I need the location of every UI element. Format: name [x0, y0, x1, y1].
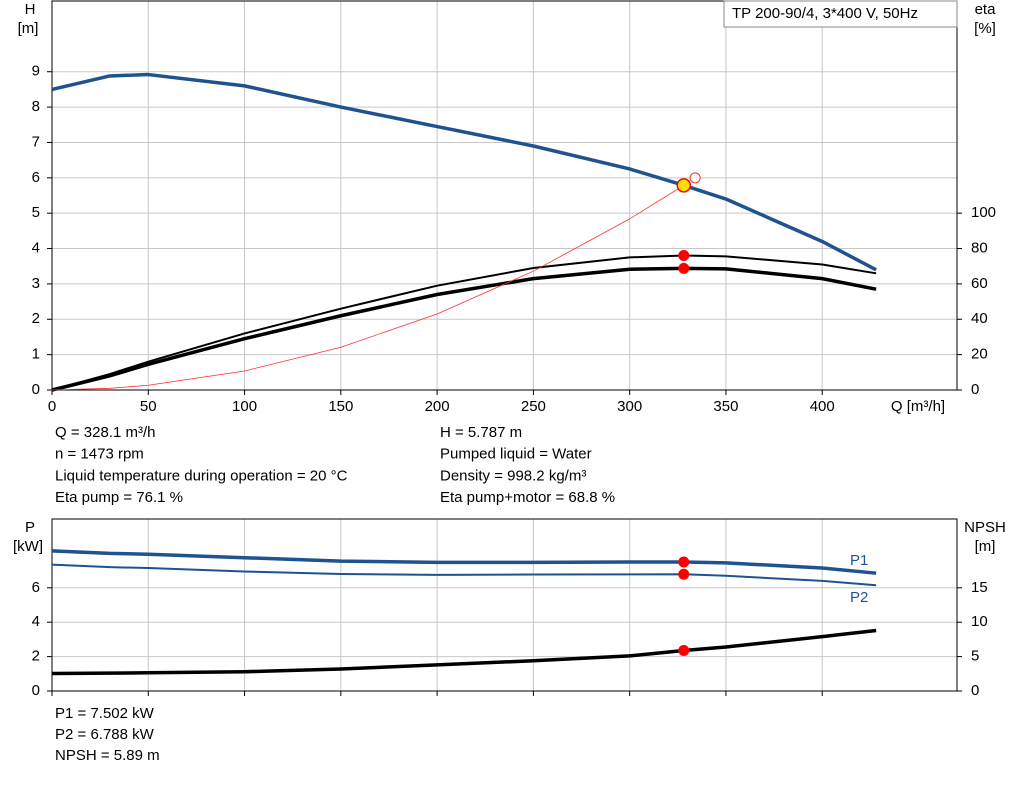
x-tick-label: 100 [232, 398, 257, 415]
x-tick-label: 50 [140, 398, 157, 415]
info-text: Liquid temperature during operation = 20… [55, 467, 348, 484]
operating-point [678, 556, 690, 568]
y2-tick-label: 15 [971, 579, 988, 596]
y-tick-label: 5 [32, 204, 40, 221]
y-tick-label: 0 [32, 682, 40, 699]
curve [51, 563, 877, 587]
y-tick-label: 7 [32, 133, 40, 150]
x-tick-label: 350 [713, 398, 738, 415]
y-tick-label: 2 [32, 648, 40, 665]
operating-point [678, 249, 690, 261]
x-tick-label: 0 [48, 398, 56, 415]
plot-frame [51, 518, 958, 692]
plot-frame [51, 0, 958, 391]
y-axis-unit: [m] [18, 20, 39, 37]
info-text: Pumped liquid = Water [440, 446, 592, 463]
y2-axis-unit: [m] [975, 538, 996, 555]
curve [51, 254, 877, 391]
y-tick-label: 9 [32, 63, 40, 80]
y-tick-label: 4 [32, 613, 40, 630]
series-label: P1 [850, 552, 868, 569]
x-tick-label: 300 [617, 398, 642, 415]
info-text: n = 1473 rpm [55, 446, 144, 463]
y2-axis-unit: [%] [974, 20, 996, 37]
x-tick-label: 400 [810, 398, 835, 415]
y-tick-label: 6 [32, 579, 40, 596]
legend-text: TP 200-90/4, 3*400 V, 50Hz [732, 5, 918, 22]
y2-axis-label: NPSH [964, 519, 1006, 536]
info-text: Density = 998.2 kg/m³ [440, 467, 586, 484]
y2-tick-label: 5 [971, 648, 979, 665]
y-tick-label: 2 [32, 310, 40, 327]
info-text: Eta pump+motor = 68.8 % [440, 489, 615, 506]
curve [51, 549, 877, 575]
operating-point [678, 568, 690, 580]
y-tick-label: 3 [32, 275, 40, 292]
y-axis-label: H [25, 1, 36, 18]
y-axis-unit: [kW] [13, 538, 43, 555]
x-tick-label: 250 [521, 398, 546, 415]
x-tick-label: 150 [328, 398, 353, 415]
info-text: P1 = 7.502 kW [55, 705, 155, 722]
curve [51, 266, 877, 392]
y2-tick-label: 10 [971, 613, 988, 630]
y2-tick-label: 100 [971, 204, 996, 221]
info-text: P2 = 6.788 kW [55, 726, 155, 743]
x-tick-label: 200 [425, 398, 450, 415]
info-text: NPSH = 5.89 m [55, 747, 160, 764]
series-label: P2 [850, 589, 868, 606]
y2-tick-label: 20 [971, 346, 988, 363]
y-tick-label: 1 [32, 346, 40, 363]
y2-tick-label: 80 [971, 240, 988, 257]
y2-tick-label: 0 [971, 682, 979, 699]
y-axis-label: P [25, 519, 35, 536]
x-axis-label: Q [m³/h] [891, 398, 945, 415]
info-text: Eta pump = 76.1 % [55, 489, 183, 506]
y2-tick-label: 40 [971, 310, 988, 327]
curve [51, 185, 684, 391]
info-text: H = 5.787 m [440, 424, 522, 441]
curve [51, 72, 877, 272]
operating-point [678, 262, 690, 274]
operating-point [676, 178, 692, 193]
open-marker [689, 172, 701, 184]
y-tick-label: 4 [32, 240, 40, 257]
legend-box [723, 0, 958, 28]
y-tick-label: 6 [32, 169, 40, 186]
y2-tick-label: 60 [971, 275, 988, 292]
curve [51, 628, 877, 676]
y2-tick-label: 0 [971, 381, 979, 398]
y-tick-label: 8 [32, 98, 40, 115]
y-tick-label: 0 [32, 381, 40, 398]
info-text: Q = 328.1 m³/h [55, 424, 155, 441]
y2-axis-label: eta [975, 1, 997, 18]
operating-point [678, 644, 690, 656]
